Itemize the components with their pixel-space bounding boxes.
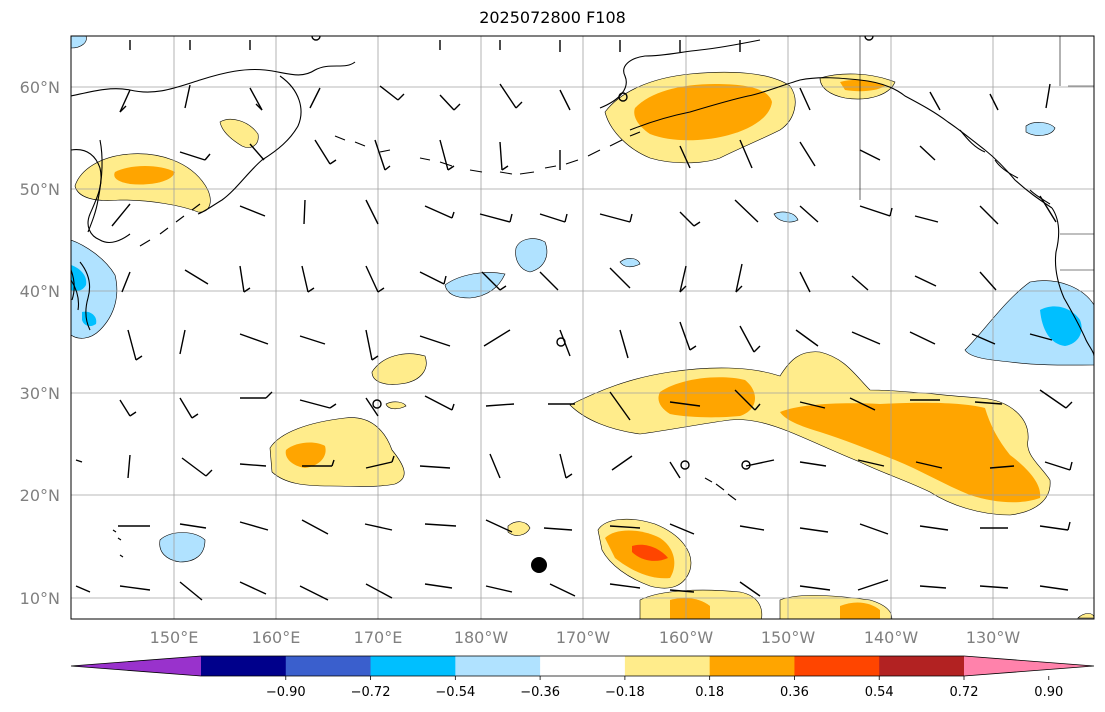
anomaly-small-1 [219,119,259,148]
wind-barbs [75,36,1073,601]
colorbar-outline [70,655,1095,677]
anomaly-yukon-core [840,79,885,92]
anomaly-neg-4 [619,258,641,268]
colorbar-label: −0.90 [266,685,306,700]
lon-label: 160°W [659,628,714,647]
colorbar-label: 0.54 [865,685,894,700]
anomaly-neg-5 [773,211,799,223]
map-title: 2025072800 F108 [479,8,626,27]
coast-kamchatka [197,75,302,215]
map-frame [70,35,1095,620]
lat-labels: 60°N 50°N 40°N 30°N 20°N 10°N [20,78,60,608]
anomaly-neg-7 [159,532,206,563]
gridlines [71,36,1094,619]
lon-label: 160°E [252,628,301,647]
map-plot-area [71,36,1094,619]
borders [859,36,1094,271]
lon-label: 170°W [556,628,611,647]
colorbar-label: −0.72 [351,685,391,700]
lon-label: 140°W [864,628,919,647]
lon-label: 180°W [454,628,509,647]
anomaly-subtropic-west-core [285,442,326,468]
anomaly-neg-2 [444,272,506,299]
colorbar-segment [624,656,711,676]
anomaly-small-3 [385,401,407,410]
anomaly-neg-8-core [1040,306,1082,346]
anomaly-neg-6 [1025,122,1056,136]
colorbar-label: −0.36 [520,685,560,700]
anomaly-subtropic-east-core [658,377,1041,503]
coast-korea [71,269,75,301]
coast-japan [71,261,91,331]
colorbar-label: 0.18 [695,685,724,700]
coast-hawaii [704,477,737,501]
colorbar-label: −0.18 [605,685,645,700]
colorbar-segment [201,656,287,676]
colorbar-segment [879,656,965,676]
coast-sakhalin [87,139,103,233]
lat-label: 30°N [20,384,60,403]
colorbar-segment [794,656,880,676]
colorbar-label: 0.36 [780,685,809,700]
coast-alaska [599,39,1053,209]
colorbar: −0.90 −0.72 −0.54 −0.36 −0.18 0.18 0.36 0.54 0.7… [70,655,1095,700]
coast-kuril [139,203,201,247]
anomaly-kamchatka-core [114,166,175,185]
anomaly-tropic-west-peak [632,544,668,561]
colorbar-label: 0.72 [950,685,979,700]
lon-label: 130°W [966,628,1021,647]
lat-label: 20°N [20,486,60,505]
dot-marker [531,557,547,573]
coast-okhotsk [71,149,131,243]
coast-asia-north [71,61,356,97]
lat-label: 40°N [20,282,60,301]
island-1 [112,529,124,558]
colorbar-segment [370,656,456,676]
colorbar-segment [285,656,372,676]
colorbar-segment [455,656,541,676]
colorbar-label: 0.90 [1034,685,1063,700]
lat-label: 10°N [20,589,60,608]
lon-label: 150°E [150,628,199,647]
lon-label: 150°W [761,628,816,647]
lon-label: 170°E [354,628,403,647]
lat-label: 60°N [20,78,60,97]
anomaly-tropic-south-core [670,598,710,619]
colorbar-extend-high [964,656,1094,676]
anomaly-neg-japan-core [71,265,97,327]
anomaly-tropic-east-core [840,602,880,619]
anomaly-subtropic-west [269,417,405,487]
anomaly-neg-3 [515,238,548,273]
lon-labels: 150°E 160°E 170°E 180°W 170°W 160°W 150°… [150,628,1021,647]
anomaly-small-2 [371,353,427,385]
colorbar-label: −0.54 [435,685,475,700]
colorbar-segment [709,656,795,676]
lat-label: 50°N [20,180,60,199]
coast-na-west [1051,207,1094,357]
coast-bc-islands [959,129,1051,205]
colorbar-extend-low [71,656,201,676]
colorbar-segment [540,656,626,676]
anomaly-small-4 [507,521,531,536]
